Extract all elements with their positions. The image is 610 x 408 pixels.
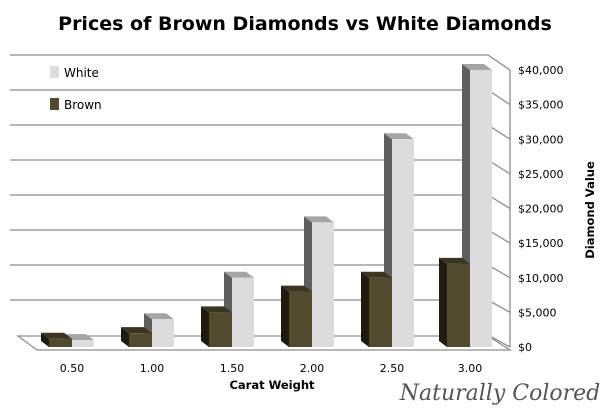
y-tick-label: $10,000: [518, 272, 564, 285]
bar-brown-2.50-front: [369, 277, 392, 347]
bar-brown-1.00-front: [129, 333, 152, 347]
y-axis-title: Diamond Value: [583, 161, 597, 259]
bar-white-3.00-top: [462, 64, 492, 70]
legend-label-white: White: [64, 66, 99, 80]
bar-white-2.50: [384, 133, 414, 347]
bar-brown-2.00-front: [289, 291, 312, 347]
bar-white-3.00-front: [470, 70, 492, 347]
bar-brown-2.00-top: [281, 285, 312, 292]
bar-brown-0.50-top: [41, 332, 72, 339]
y-tick-label: $35,000: [518, 99, 564, 112]
y-tick-label: $40,000: [518, 64, 564, 77]
y-tick-label: $5,000: [518, 306, 557, 319]
bar-brown-0.50-front: [49, 338, 72, 347]
bar-white-1.50-front: [232, 277, 254, 347]
x-tick-label: 0.50: [60, 362, 85, 375]
bar-brown-0.50: [41, 332, 72, 347]
legend: White Brown: [50, 66, 102, 112]
legend-swatch-white: [50, 66, 59, 78]
x-axis-title: Carat Weight: [229, 378, 315, 392]
legend-label-brown: Brown: [64, 98, 102, 112]
bar-brown-2.00-side: [281, 285, 289, 347]
bar-brown-1.50-top: [201, 306, 232, 313]
bar-brown-1.50-front: [209, 312, 232, 347]
bar-brown-1.00-top: [121, 327, 152, 334]
bar-white-1.00-front: [152, 319, 174, 347]
bar-brown-2.50-side: [361, 271, 369, 347]
bar-white-2.00-front: [312, 222, 334, 347]
y-tick-mark: [487, 54, 511, 71]
bar-brown-1.00: [121, 327, 152, 347]
y-tick-label: $15,000: [518, 237, 564, 250]
x-axis: 0.50 1.00 1.50 2.00 2.50 3.00: [60, 362, 483, 375]
bar-brown-2.50-top: [361, 271, 392, 278]
watermark: Naturally Colored: [399, 381, 600, 406]
bar-brown-2.50: [361, 271, 392, 347]
bar-brown-3.00: [439, 257, 470, 347]
bar-white-2.50-top: [384, 133, 414, 140]
bar-white-1.50-top: [224, 271, 254, 278]
y-axis: $0 $5,000 $10,000 $15,000 $20,000 $25,000 $30,…: [487, 54, 564, 354]
bars: [41, 64, 492, 347]
y-tick-label: $0: [518, 341, 532, 354]
bar-brown-0.50-side: [41, 332, 49, 347]
bar-white-1.00-top: [144, 313, 174, 320]
x-tick-label: 2.00: [300, 362, 325, 375]
bar-brown-3.00-top: [439, 257, 470, 264]
x-tick-label: 1.00: [140, 362, 165, 375]
legend-swatch-brown: [50, 98, 59, 110]
bar-white-0.50-front: [72, 340, 94, 347]
bar-white-2.50-front: [392, 139, 414, 347]
bar-brown-1.00-side: [121, 327, 129, 347]
gridlines: [10, 54, 488, 301]
bar-brown-2.00: [281, 285, 312, 347]
x-tick-label: 1.50: [220, 362, 245, 375]
x-tick-label: 3.00: [458, 362, 483, 375]
x-tick-label: 2.50: [380, 362, 405, 375]
bar-white-2.00-top: [304, 216, 334, 223]
y-tick-label: $25,000: [518, 168, 564, 181]
y-tick-label: $30,000: [518, 133, 564, 146]
bar-brown-3.00-side: [439, 257, 447, 347]
bar-brown-1.50: [201, 306, 232, 347]
bar-brown-1.50-side: [201, 306, 209, 347]
bar-brown-3.00-front: [447, 263, 470, 347]
y-tick-label: $20,000: [518, 203, 564, 216]
chart-title: Prices of Brown Diamonds vs White Diamon…: [58, 13, 552, 35]
